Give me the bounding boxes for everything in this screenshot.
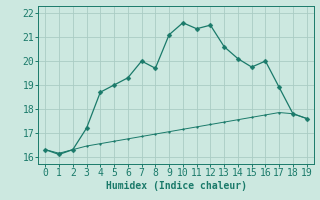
X-axis label: Humidex (Indice chaleur): Humidex (Indice chaleur) <box>106 181 246 191</box>
